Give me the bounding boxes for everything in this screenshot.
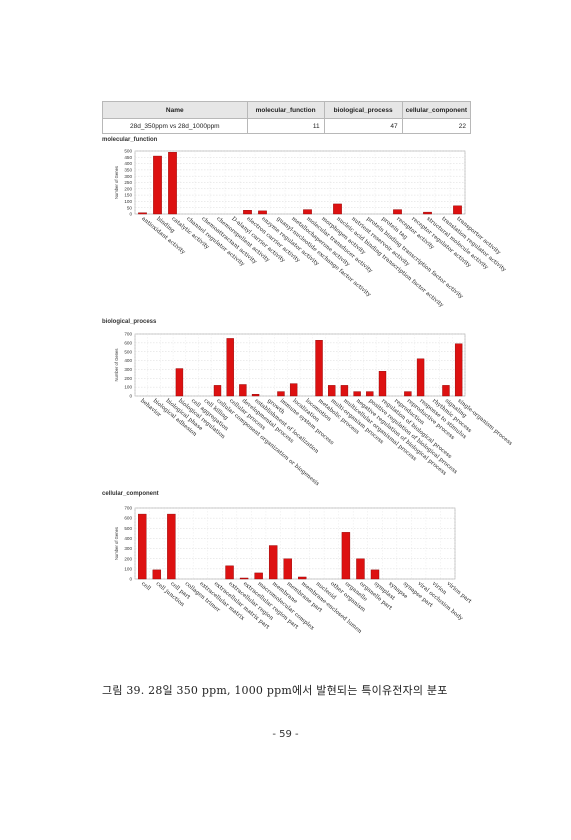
y-tick-label: 350 [124, 168, 132, 173]
bar [289, 383, 298, 397]
header-name: Name [102, 101, 248, 119]
bar [328, 385, 336, 397]
y-tick-label: 400 [124, 161, 132, 166]
bar [340, 385, 349, 397]
bar [268, 545, 278, 580]
bar [239, 577, 249, 580]
bar [453, 205, 462, 215]
chart-title-cellular-component: cellular_component [102, 491, 159, 497]
y-tick-label: 600 [124, 516, 132, 521]
y-tick-label: 400 [124, 358, 132, 363]
bar [168, 152, 177, 215]
bar [277, 391, 285, 397]
bar [239, 384, 247, 397]
cell-comparison-name: 28d_350ppm vs 28d_1000ppm [102, 118, 248, 134]
chart-title-biological-process: biological_process [102, 319, 157, 325]
y-tick-label: 100 [124, 199, 132, 204]
y-tick-label: 100 [124, 566, 132, 571]
bar [175, 368, 184, 397]
header-cellular-component: cellular_component [401, 101, 472, 119]
y-tick-label: 300 [124, 546, 132, 551]
bar [303, 209, 312, 215]
chart-cellular-component: 0 100 200 300 400 500 600 700 Number of Genes cel… [114, 506, 473, 635]
bar [152, 569, 162, 580]
y-tick-label: 250 [124, 180, 132, 185]
y-tick-label: 150 [124, 193, 132, 198]
y-tick-label: 400 [124, 536, 132, 541]
x-tick-label: cell [140, 581, 152, 592]
bar [153, 155, 162, 215]
bar [393, 209, 402, 215]
table-row: 28d_350ppm vs 28d_1000ppm 11 47 22 [102, 118, 472, 134]
bar [167, 513, 176, 580]
y-tick-label: 500 [124, 149, 132, 154]
bar [353, 391, 361, 397]
bar [213, 385, 222, 397]
bar [333, 203, 342, 215]
bar [378, 371, 387, 397]
y-tick-label: 0 [129, 212, 132, 217]
bar [341, 532, 351, 580]
bar [226, 338, 234, 397]
x-tick-label: structural molecule activity [425, 216, 489, 271]
y-axis-label: Number of Genes [114, 348, 119, 381]
bar [366, 391, 374, 397]
summary-header-row: Name molecular_function biological_proce… [102, 101, 472, 119]
bar [251, 394, 260, 397]
bar [138, 513, 147, 580]
y-axis-label: Number of Genes [114, 166, 119, 199]
y-tick-label: 700 [124, 506, 132, 511]
y-tick-label: 500 [124, 526, 132, 531]
y-tick-label: 600 [124, 340, 132, 345]
y-axis-label: Number of Genes [114, 527, 119, 560]
y-tick-label: 200 [124, 186, 132, 191]
bar [283, 558, 292, 580]
summary-table: Name molecular_function biological_proce… [102, 101, 472, 134]
y-tick-label: 50 [127, 205, 133, 210]
bar [454, 343, 463, 397]
chart-title-molecular-function: molecular_function [102, 137, 158, 143]
bar [138, 212, 147, 215]
y-tick-label: 0 [129, 577, 132, 582]
y-tick-label: 500 [124, 349, 132, 354]
cell-molecular-function-count: 11 [246, 118, 325, 134]
y-tick-label: 450 [124, 155, 132, 160]
bar [254, 572, 263, 580]
plot-area [134, 507, 456, 580]
bar [225, 565, 234, 580]
bar [315, 339, 323, 397]
cell-biological-process-count: 47 [323, 118, 403, 134]
y-tick-label: 300 [124, 367, 132, 372]
x-tick-label: virion part [445, 580, 473, 605]
bar [442, 385, 450, 397]
y-tick-label: 200 [124, 376, 132, 381]
bar [243, 210, 252, 215]
y-tick-label: 200 [124, 556, 132, 561]
x-tick-label: translation regulator activity [440, 216, 507, 274]
bar [423, 211, 432, 215]
y-tick-label: 100 [124, 385, 132, 390]
bar [258, 210, 267, 215]
header-biological-process: biological_process [323, 101, 403, 119]
bar [356, 558, 365, 580]
bar [298, 576, 307, 580]
header-molecular-function: molecular_function [246, 101, 325, 119]
bar [370, 569, 380, 580]
cell-cellular-component-count: 22 [401, 118, 472, 134]
page-number: - 59 - [272, 729, 299, 740]
y-tick-label: 0 [129, 394, 132, 399]
y-tick-label: 700 [124, 332, 132, 337]
bar [416, 358, 425, 397]
figure-caption: 그림 39. 28일 350 ppm, 1000 ppm에서 발현되는 특이유전… [102, 684, 448, 697]
y-tick-label: 300 [124, 174, 132, 179]
bar [404, 391, 412, 397]
